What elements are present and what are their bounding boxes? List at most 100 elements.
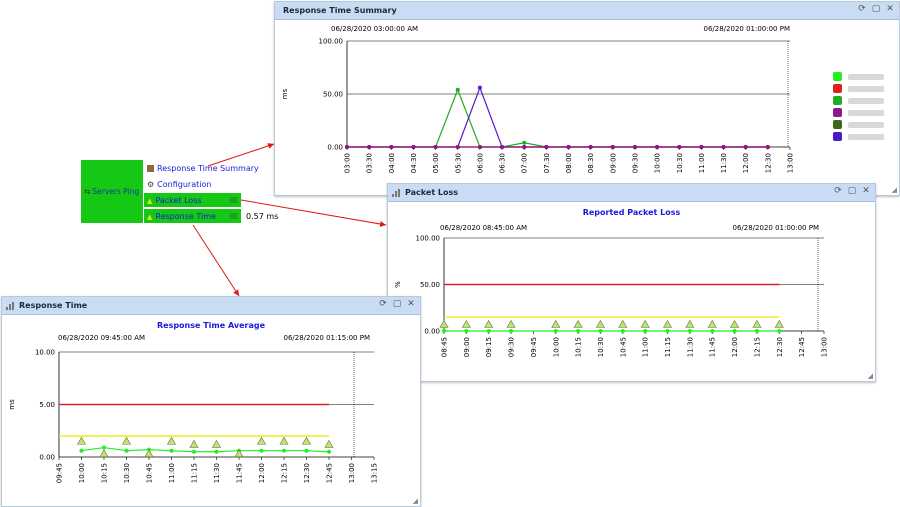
x-tick-label: 13:00 <box>821 337 829 357</box>
servers-ping-tile[interactable]: ⇆ Servers Ping <box>81 160 143 223</box>
series-line <box>347 88 768 148</box>
x-tick-label: 13:00 <box>787 153 795 173</box>
chart-icon <box>392 188 401 197</box>
maximize-icon[interactable]: ▢ <box>871 4 881 14</box>
x-tick-label: 06:30 <box>499 153 507 173</box>
warning-marker <box>685 319 695 328</box>
data-point <box>721 145 726 149</box>
data-point <box>500 145 505 149</box>
x-tick-label: 11:30 <box>213 463 221 483</box>
x-tick-label: 11:00 <box>642 337 650 357</box>
summary-chart: 06/28/2020 03:00:00 AM 06/28/2020 01:00:0… <box>281 25 795 173</box>
close-icon[interactable]: ✕ <box>886 4 894 14</box>
x-tick-label: 11:30 <box>686 337 694 357</box>
warning-marker <box>99 449 109 458</box>
y-axis-label: ms <box>8 399 16 410</box>
legend-label-blurred <box>848 109 884 116</box>
refresh-icon[interactable]: ⟳ <box>858 4 866 14</box>
x-tick-label: 12:00 <box>258 463 266 483</box>
data-point <box>169 448 174 453</box>
warning-marker <box>640 319 650 328</box>
menu-packet-loss-row[interactable] <box>144 193 241 207</box>
y-tick-label: 50.00 <box>420 281 440 289</box>
maximize-icon[interactable]: ▢ <box>847 186 857 196</box>
legend-label-blurred <box>848 73 884 80</box>
y-tick-label: 5.00 <box>39 401 55 409</box>
legend-swatch <box>833 72 842 81</box>
data-point <box>687 329 692 333</box>
x-tick-label: 10:45 <box>146 463 154 483</box>
refresh-icon[interactable]: ⟳ <box>834 186 842 196</box>
warning-marker <box>484 319 494 328</box>
x-tick-label: 09:00 <box>463 337 471 357</box>
x-tick-label: 12:15 <box>281 463 289 483</box>
data-point <box>259 448 264 453</box>
start-time-label: 06/28/2020 09:45:00 AM <box>58 334 145 342</box>
packet-loss-titlebar: Packet Loss ⟳ ▢ ✕ <box>388 184 875 202</box>
response-time-chart: 06/28/2020 09:45:00 AM 06/28/2020 01:15:0… <box>8 334 379 483</box>
close-icon[interactable]: ✕ <box>862 186 870 196</box>
y-tick-label: 10.00 <box>35 349 55 357</box>
x-tick-label: 05:00 <box>432 153 440 173</box>
x-tick-label: 12:30 <box>776 337 784 357</box>
data-point <box>455 145 460 149</box>
data-point <box>345 145 349 149</box>
data-point <box>192 449 196 454</box>
data-point <box>588 145 593 149</box>
x-tick-label: 03:30 <box>366 153 374 173</box>
warning-icon: ▲ <box>147 212 153 221</box>
menu-packet-loss[interactable]: ▲ Packet Loss <box>147 196 202 205</box>
x-tick-label: 11:30 <box>720 153 728 173</box>
menu-response-time[interactable]: ▲ Response Time <box>147 212 216 221</box>
menu-response-time-row[interactable] <box>144 209 241 223</box>
legend-item <box>833 132 884 141</box>
x-tick-label: 12:00 <box>731 337 739 357</box>
maximize-icon[interactable]: ▢ <box>392 299 402 309</box>
warning-marker <box>76 436 87 445</box>
x-tick-label: 05:30 <box>454 153 462 173</box>
x-tick-label: 03:00 <box>344 153 352 173</box>
y-tick-label: 100.00 <box>319 38 344 46</box>
packet-loss-chart-title: Reported Packet Loss <box>582 208 681 217</box>
data-point <box>509 329 514 333</box>
warning-marker <box>551 319 561 328</box>
resize-grip-icon[interactable]: ◢ <box>867 372 873 380</box>
x-tick-label: 10:00 <box>654 153 662 173</box>
legend-item <box>833 120 884 129</box>
warning-marker <box>730 319 740 328</box>
resize-grip-icon[interactable]: ◢ <box>891 186 897 194</box>
x-tick-label: 10:15 <box>575 337 583 357</box>
y-tick-label: 100.00 <box>416 235 441 243</box>
x-tick-label: 11:00 <box>168 463 176 483</box>
chart-icon <box>6 301 15 310</box>
summary-legend <box>833 72 884 144</box>
y-axis-label: % <box>394 281 402 288</box>
menu-response-time-summary[interactable]: Response Time Summary <box>147 164 259 173</box>
x-tick-label: 12:45 <box>326 463 334 483</box>
response-time-chart-title: Response Time Average <box>156 321 266 330</box>
warning-marker <box>663 319 673 328</box>
warning-marker <box>211 439 222 448</box>
legend-swatch <box>833 96 842 105</box>
legend-swatch <box>833 108 842 117</box>
legend-label-blurred <box>848 85 884 92</box>
x-tick-label: 10:00 <box>78 463 86 483</box>
data-point <box>522 140 527 145</box>
x-tick-label: 04:00 <box>388 153 396 173</box>
x-tick-label: 04:30 <box>410 153 418 173</box>
data-point <box>677 145 682 149</box>
resize-grip-icon[interactable]: ◢ <box>412 497 418 505</box>
response-time-panel: Response Time ⟳ ▢ ✕ Response Time Averag… <box>1 296 421 507</box>
summary-icon <box>147 165 154 172</box>
close-icon[interactable]: ✕ <box>407 299 415 309</box>
series-line <box>81 446 330 453</box>
x-tick-label: 10:15 <box>101 463 109 483</box>
x-tick-label: 07:30 <box>543 153 551 173</box>
warning-marker <box>324 439 334 448</box>
refresh-icon[interactable]: ⟳ <box>379 299 387 309</box>
menu-configuration[interactable]: ⚙ Configuration <box>147 180 212 189</box>
x-tick-label: 10:30 <box>597 337 605 357</box>
legend-swatch <box>833 84 842 93</box>
legend-item <box>833 96 884 105</box>
